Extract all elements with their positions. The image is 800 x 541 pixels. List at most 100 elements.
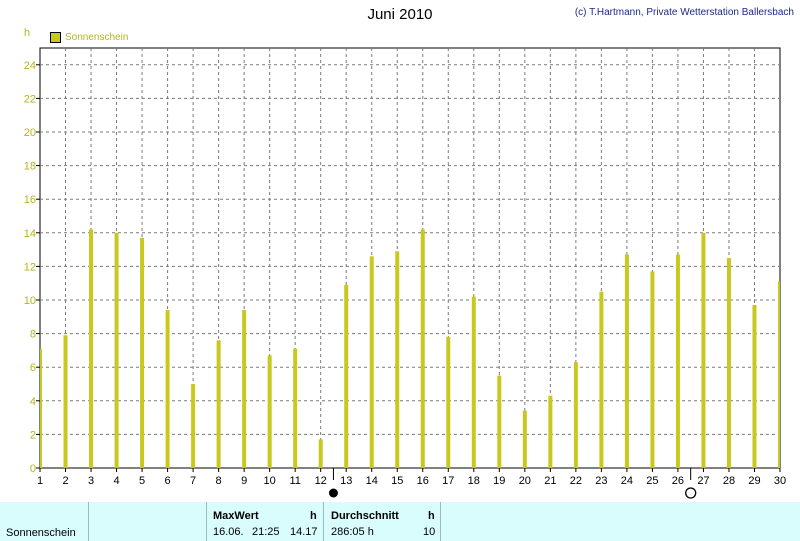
x-tick-label: 10 [264, 475, 276, 487]
summary-row-label: Sonnenschein [6, 527, 76, 539]
bar-day-25 [650, 271, 655, 468]
bar-day-23 [599, 291, 604, 468]
bar-day-27 [701, 232, 706, 468]
y-tick-label: 0 [30, 463, 36, 475]
x-tick-label: 27 [697, 475, 709, 487]
legend-swatch [50, 32, 61, 43]
summary-max-cell: MaxWert h 16.06. 21:25 14.17 [206, 502, 323, 541]
y-tick-label: 20 [24, 127, 36, 139]
summary-avg-cell: Durchschnitt h 286:05 h 10 [323, 502, 441, 541]
avg-total: 286:05 h [331, 526, 374, 538]
x-tick-label: 28 [723, 475, 735, 487]
x-tick-label: 11 [289, 475, 300, 487]
x-tick-label: 17 [442, 475, 454, 487]
max-unit: h [310, 510, 317, 522]
summary-spare-cell [440, 502, 800, 541]
bar-day-21 [548, 395, 553, 468]
bar-day-19 [497, 375, 502, 468]
y-tick-label: 14 [24, 228, 36, 240]
bar-day-9 [242, 310, 247, 468]
y-tick-label: 22 [24, 93, 36, 105]
x-tick-label: 30 [774, 475, 786, 487]
y-tick-label: 18 [24, 161, 36, 173]
x-tick-label: 1 [37, 475, 43, 487]
bar-day-18 [471, 296, 476, 468]
x-tick-label: 5 [139, 475, 145, 487]
bars [40, 229, 780, 468]
x-tick-label: 7 [190, 475, 196, 487]
chart-title: Juni 2010 [367, 6, 433, 23]
bar-day-26 [675, 254, 680, 468]
y-tick-label: 10 [24, 295, 36, 307]
grid [39, 47, 781, 469]
x-tick-label: 8 [216, 475, 222, 487]
bar-day-6 [165, 310, 170, 468]
summary-empty-cell [88, 502, 207, 541]
x-tick-label: 15 [391, 475, 403, 487]
x-tick-label: 13 [340, 475, 352, 487]
max-value: 14.17 [290, 526, 318, 538]
legend-label: Sonnenschein [65, 32, 129, 43]
bar-day-3 [89, 229, 94, 468]
max-time: 21:25 [252, 526, 280, 538]
bar-day-10 [267, 355, 272, 468]
summary-bar: Sonnenschein MaxWert h 16.06. 21:25 14.1… [0, 502, 800, 541]
y-tick-label: 6 [30, 362, 36, 374]
bar-day-4 [114, 232, 119, 468]
x-tick-label: 16 [417, 475, 429, 487]
max-date: 16.06. [213, 526, 244, 538]
x-tick-label: 24 [621, 475, 633, 487]
full-moon-icon [685, 487, 697, 499]
bar-day-2 [63, 335, 68, 468]
x-tick-label: 20 [519, 475, 531, 487]
y-tick-label: 4 [30, 396, 36, 408]
x-tick-label: 21 [544, 475, 556, 487]
avg-value: 10 [423, 526, 436, 538]
bar-day-8 [216, 340, 221, 468]
credit-text: (c) T.Hartmann, Private Wetterstation Ba… [574, 7, 794, 18]
bar-day-7 [191, 384, 196, 468]
x-tick-label: 19 [493, 475, 505, 487]
x-tick-label: 4 [113, 475, 119, 487]
x-tick-label: 18 [468, 475, 480, 487]
x-tick-label: 29 [748, 475, 760, 487]
bar-day-24 [624, 254, 629, 468]
avg-unit: h [428, 510, 435, 522]
moon-phases [328, 468, 697, 499]
y-tick-label: 16 [24, 194, 36, 206]
avg-header: Durchschnitt [331, 510, 399, 522]
bar-day-17 [446, 336, 451, 468]
x-tick-label: 25 [646, 475, 658, 487]
bar-day-1 [40, 348, 42, 468]
bar-day-5 [140, 237, 145, 468]
y-tick-label: 8 [30, 329, 36, 341]
x-tick-label: 23 [595, 475, 607, 487]
x-tick-label: 3 [88, 475, 94, 487]
bar-day-29 [752, 305, 757, 468]
bar-day-12 [318, 439, 323, 468]
x-tick-label: 22 [570, 475, 582, 487]
x-tick-label: 12 [315, 475, 327, 487]
y-tick-label: 12 [24, 261, 36, 273]
x-axis-ticks: 1 2 3 4 5 6 7 8 9 10 11 12 13 14 15 16 17 18 19 20 21 22 23 24 2… [37, 468, 786, 487]
bar-day-28 [726, 258, 731, 468]
y-axis-unit: h [24, 27, 31, 39]
x-tick-label: 2 [62, 475, 68, 487]
x-tick-label: 6 [165, 475, 171, 487]
plot-area [39, 47, 781, 469]
y-tick-label: 24 [24, 60, 36, 72]
x-tick-label: 26 [672, 475, 684, 487]
bar-day-15 [395, 251, 400, 468]
new-moon-icon [328, 488, 338, 498]
bar-day-11 [293, 348, 298, 468]
bar-day-22 [573, 362, 578, 468]
legend: Sonnenschein [50, 32, 128, 43]
x-tick-label: 14 [366, 475, 378, 487]
bar-day-16 [420, 229, 425, 468]
bar-day-20 [522, 410, 527, 468]
y-tick-label: 2 [30, 429, 36, 441]
max-header: MaxWert [213, 510, 259, 522]
bar-day-14 [369, 256, 374, 468]
